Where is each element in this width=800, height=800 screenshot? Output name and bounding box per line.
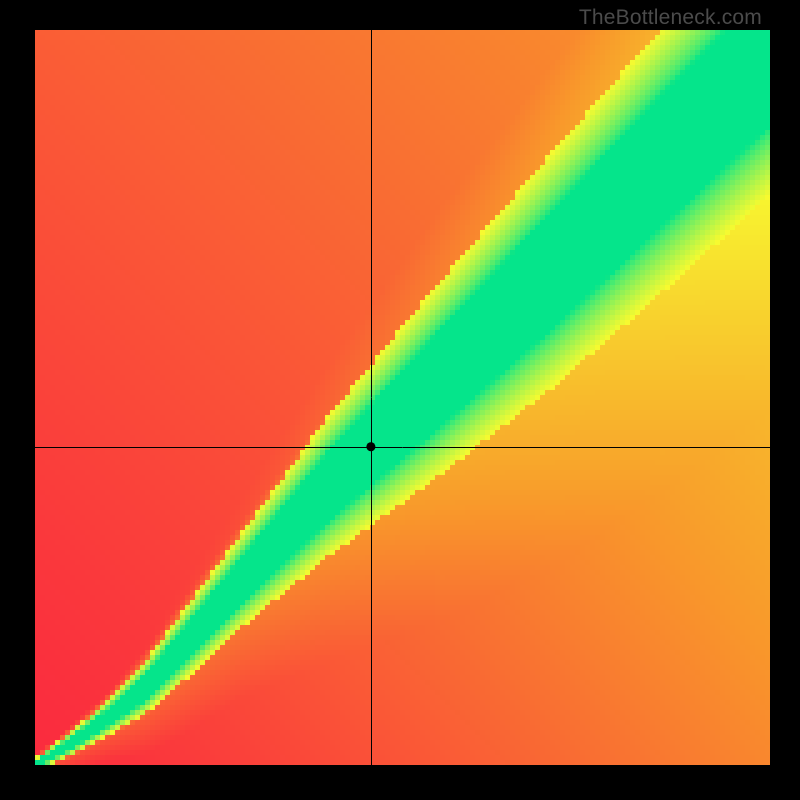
chart-frame: TheBottleneck.com (0, 0, 800, 800)
watermark-text: TheBottleneck.com (579, 6, 762, 30)
crosshair-overlay (35, 30, 770, 765)
